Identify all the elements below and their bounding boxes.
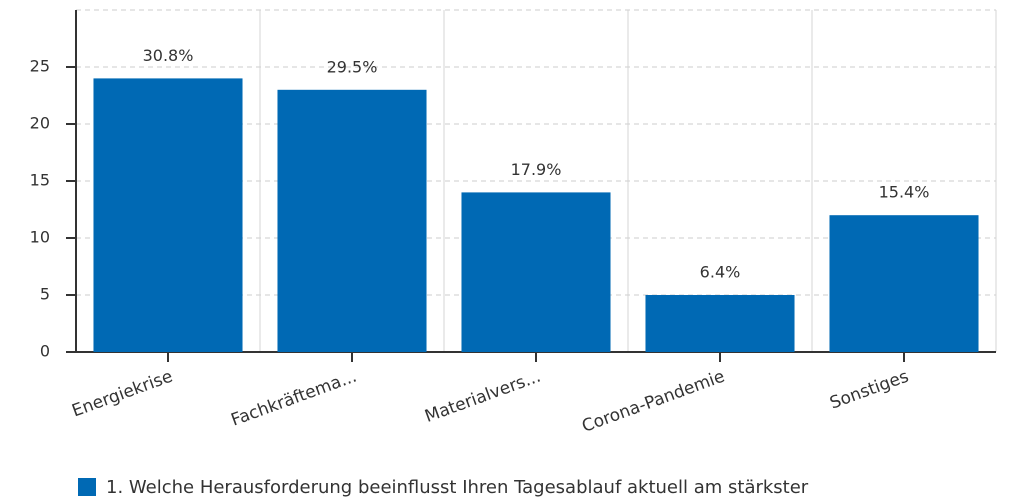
bar — [829, 215, 979, 352]
y-tick-label: 5 — [40, 285, 50, 304]
legend-label: 1. Welche Herausforderung beeinflusst Ih… — [106, 477, 809, 498]
x-tick-label: Fachkräftema... — [229, 367, 360, 431]
legend-swatch — [78, 478, 96, 496]
y-tick-label: 25 — [30, 57, 50, 76]
bar — [461, 192, 611, 352]
value-label: 6.4% — [700, 263, 741, 282]
value-label: 15.4% — [879, 183, 930, 202]
bar — [93, 78, 243, 353]
y-tick-label: 10 — [30, 228, 50, 247]
y-tick-label: 15 — [30, 171, 50, 190]
x-tick-label: Corona-Pandemie — [579, 367, 727, 437]
x-tick-label: Materialvers... — [422, 367, 543, 427]
y-tick-label: 20 — [30, 114, 50, 133]
value-label: 30.8% — [143, 46, 194, 65]
x-tick-label: Energiekrise — [69, 367, 175, 422]
y-tick-label: 0 — [40, 342, 50, 361]
value-label: 29.5% — [327, 57, 378, 76]
value-label: 17.9% — [511, 160, 562, 179]
bar — [277, 89, 427, 353]
bar — [645, 295, 795, 352]
x-tick-label: Sonstiges — [827, 367, 911, 414]
